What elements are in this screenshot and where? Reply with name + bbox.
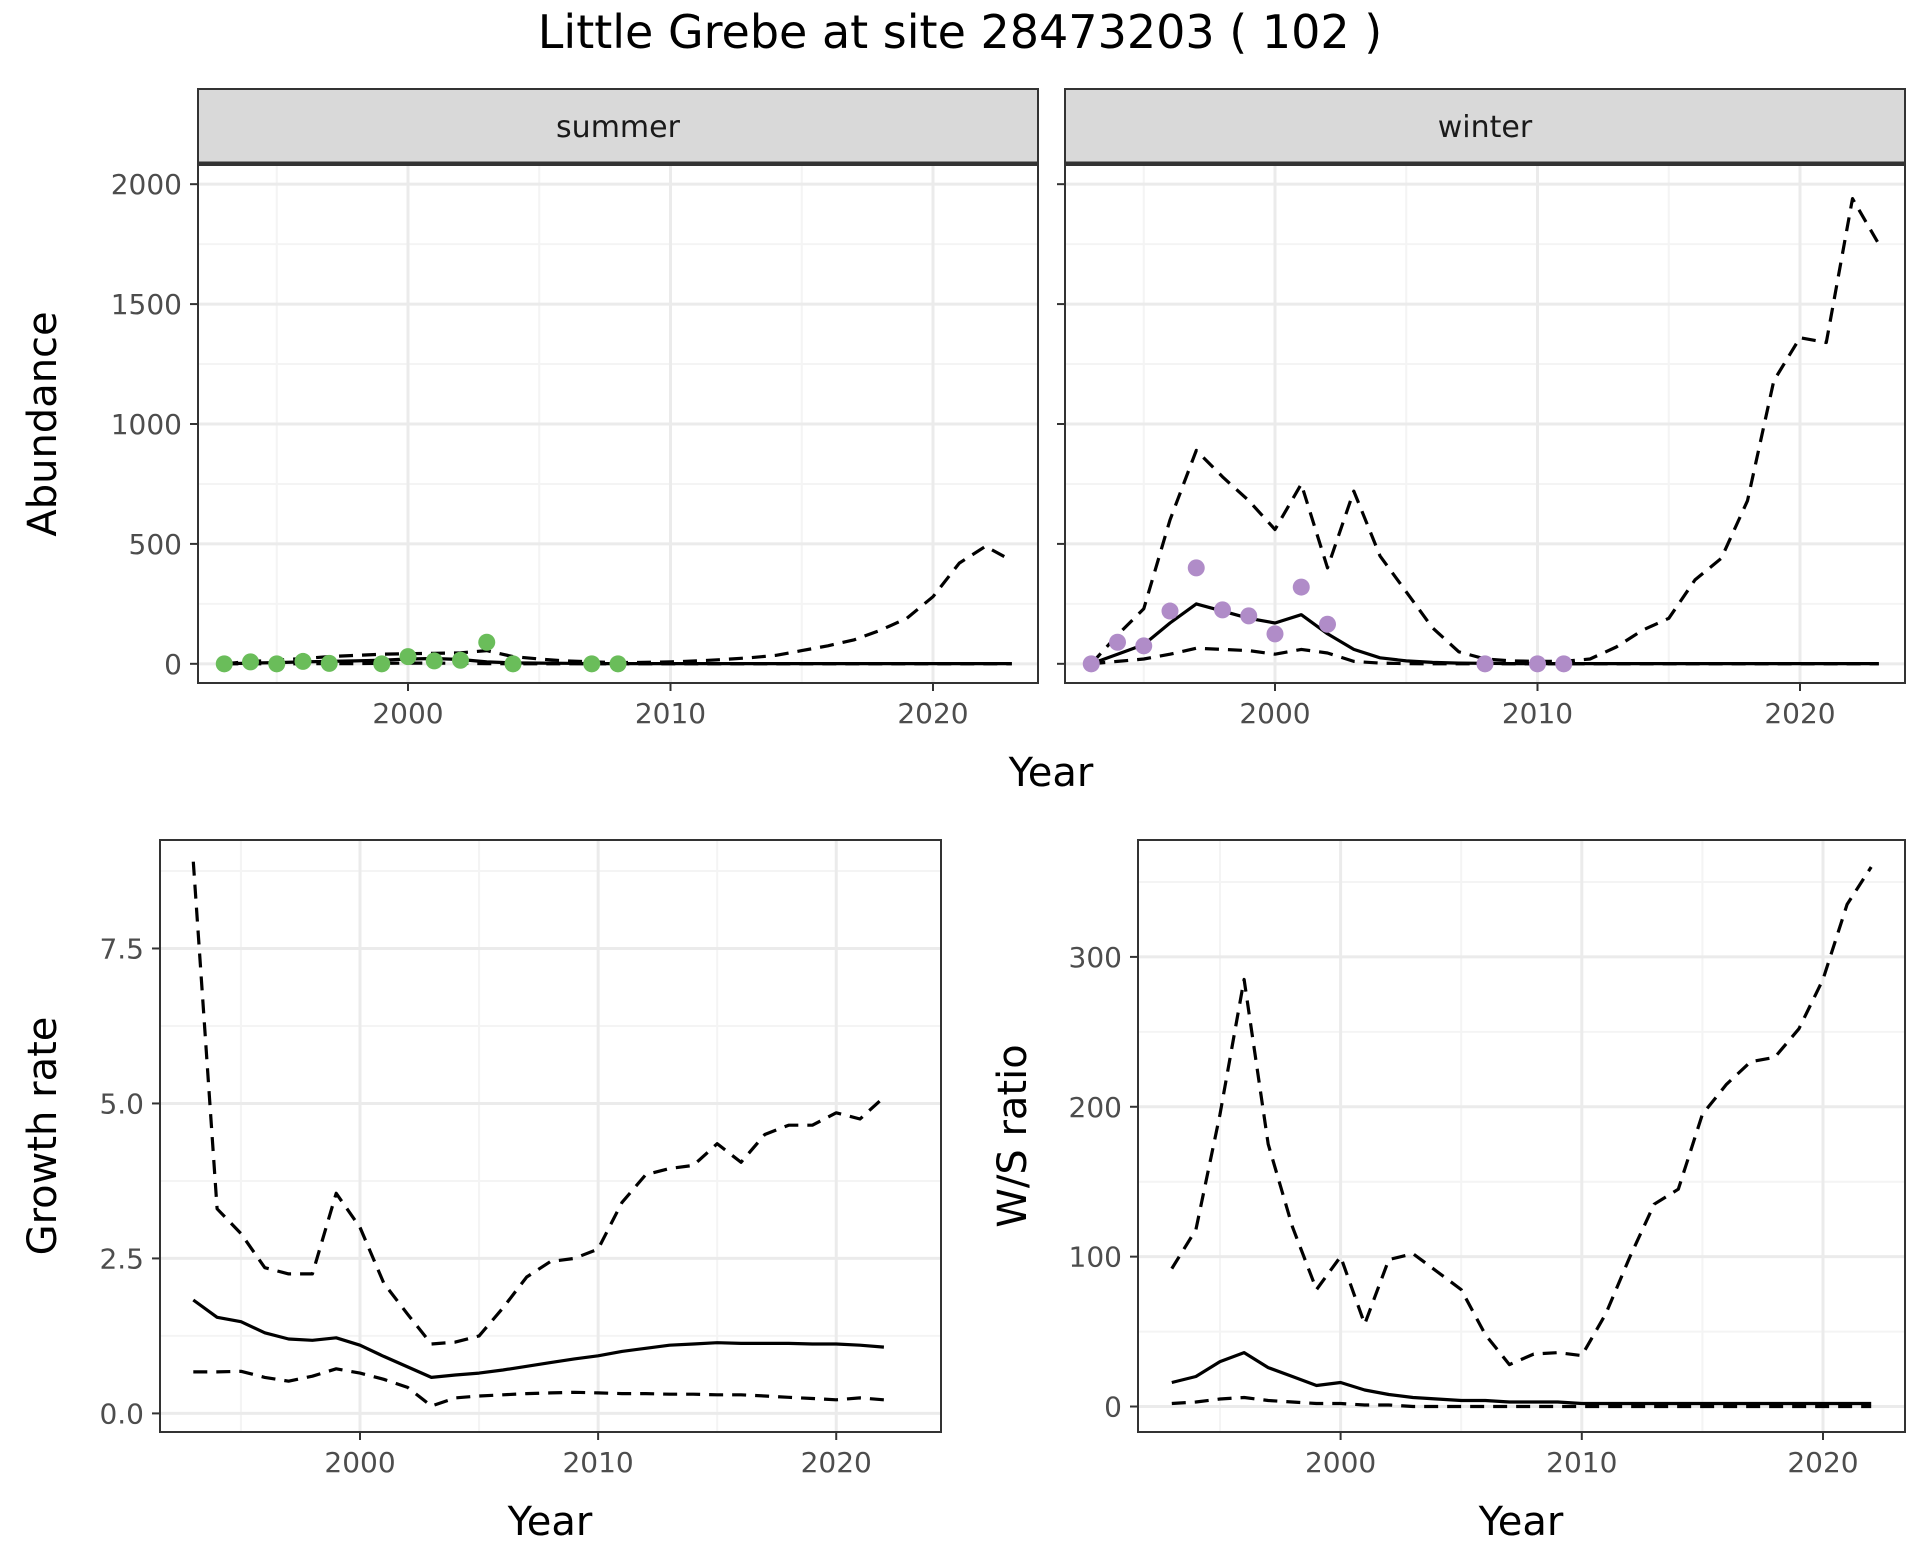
x-tick-label: 2010 <box>1502 697 1573 730</box>
x-tick-label: 2020 <box>1764 697 1835 730</box>
x-tick-label: 2000 <box>1305 1446 1376 1479</box>
panel-winter: winter 2000 2010 2020 <box>1057 88 1906 730</box>
data-point <box>609 655 627 673</box>
main-title: Little Grebe at site 28473203 ( 102 ) <box>538 5 1382 59</box>
y-axis-title: W/S ratio <box>990 1044 1036 1227</box>
series-line-upper <box>1170 866 1873 1367</box>
y-tick-label: 500 <box>129 528 182 561</box>
data-point <box>1214 601 1231 619</box>
data-point <box>452 651 469 669</box>
panel-ratio: 2000 2010 2020 0 100 200 300 W/S ratio Year <box>990 839 1906 1545</box>
data-point <box>373 655 391 673</box>
x-tick-label: 2020 <box>801 1446 872 1479</box>
y-tick-label: 5.0 <box>99 1087 144 1120</box>
y-tick-label: 300 <box>1069 941 1122 974</box>
data-point <box>1109 633 1126 651</box>
data-point <box>268 655 286 673</box>
data-point <box>1082 655 1100 673</box>
data-point <box>399 648 417 666</box>
data-point <box>1187 559 1205 577</box>
panel-border <box>1137 839 1906 1433</box>
x-tick-label: 2010 <box>562 1446 633 1479</box>
data-point <box>215 655 233 673</box>
data-point <box>320 654 338 672</box>
x-tick-label: 2010 <box>1546 1446 1617 1479</box>
x-tick-label: 2000 <box>372 697 443 730</box>
data-point <box>242 653 259 671</box>
plot-background <box>160 840 941 1432</box>
x-tick-label: 2020 <box>897 697 968 730</box>
y-axis-title: Abundance <box>20 311 66 536</box>
series-line-upper <box>191 861 885 1346</box>
strip-label: summer <box>556 110 681 145</box>
plot-background <box>1138 840 1905 1432</box>
x-axis-title: Year <box>1478 1499 1564 1545</box>
series-line-upper <box>1090 197 1881 665</box>
x-axis-title: Year <box>507 1499 593 1545</box>
x-tick-label: 2000 <box>1239 697 1310 730</box>
data-point <box>1555 655 1573 673</box>
x-tick-label: 2010 <box>635 697 706 730</box>
data-point <box>1266 625 1284 643</box>
data-point <box>425 652 443 670</box>
y-tick-label: 1000 <box>111 408 182 441</box>
data-point <box>478 633 496 651</box>
series-line-mean <box>192 1298 885 1380</box>
panel-border <box>159 839 942 1433</box>
y-tick-label: 1500 <box>111 288 182 321</box>
strip-background <box>197 88 1039 164</box>
series-line-mean <box>1171 1350 1872 1406</box>
data-point <box>1292 578 1310 596</box>
panel-growth: 2000 2010 2020 0.0 2.5 5.0 7.5 Growth rate Year <box>20 839 942 1545</box>
y-tick-label: 2.5 <box>99 1242 144 1275</box>
data-point <box>1529 655 1546 673</box>
y-tick-label: 0.0 <box>99 1397 144 1430</box>
y-axis-title: Growth rate <box>20 1017 66 1256</box>
y-tick-label: 7.5 <box>99 932 144 965</box>
y-tick-label: 2000 <box>111 168 182 201</box>
x-axis-title-shared: Year <box>1008 750 1094 796</box>
panel-summer: summer 2000 2010 2020 0 500 1000 1500 2000 Abunda… <box>20 88 1039 730</box>
data-point <box>1319 615 1336 633</box>
data-point <box>504 655 522 673</box>
data-point <box>583 655 601 673</box>
data-point <box>1161 602 1179 620</box>
y-tick-label: 0 <box>1104 1391 1122 1424</box>
x-tick-label: 2000 <box>324 1446 395 1479</box>
y-tick-label: 100 <box>1069 1241 1122 1274</box>
strip-label: winter <box>1438 110 1533 145</box>
y-tick-label: 0 <box>164 648 182 681</box>
y-tick-label: 200 <box>1069 1091 1122 1124</box>
series-line-lower <box>193 1367 885 1408</box>
data-point <box>294 652 312 670</box>
series-line-lower <box>1171 1395 1872 1409</box>
data-point <box>1240 607 1258 625</box>
x-tick-label: 2020 <box>1787 1446 1858 1479</box>
data-point <box>1476 655 1494 673</box>
data-point <box>1135 637 1153 655</box>
